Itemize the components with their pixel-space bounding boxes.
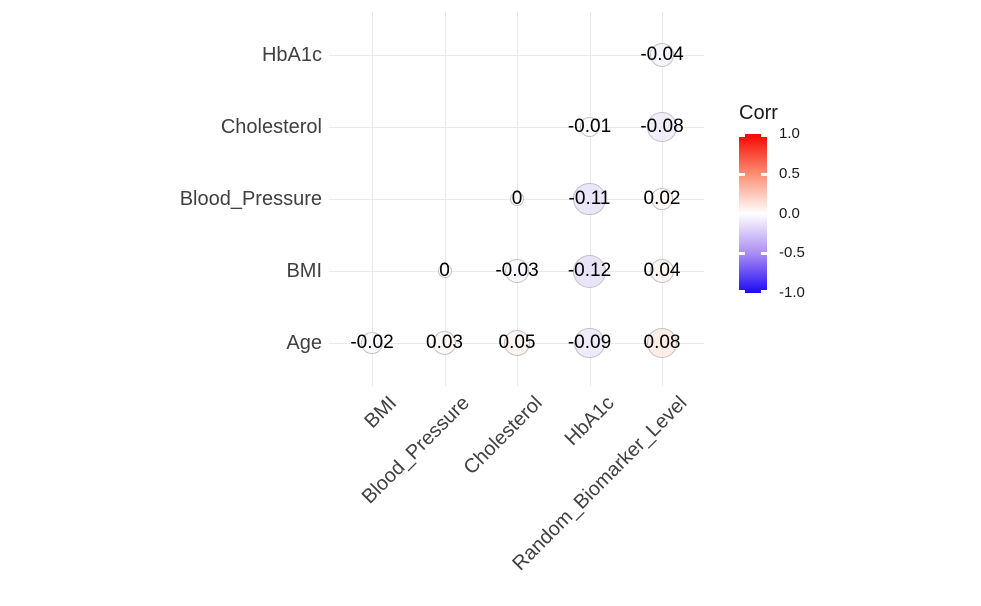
x-axis-label: HbA1c: [561, 392, 620, 451]
corr-circle: [647, 112, 677, 142]
horizontal-gridline: [329, 55, 704, 56]
corr-circle: [651, 188, 673, 210]
corr-circle: [574, 327, 605, 359]
x-axis-label: Cholesterol: [459, 392, 547, 480]
corr-circle: [361, 332, 383, 354]
legend-tick-mark: [739, 290, 745, 293]
legend-tick-mark: [761, 290, 767, 293]
corr-circle: [503, 329, 531, 357]
corr-circle: [649, 258, 675, 284]
corr-circle: [579, 117, 600, 137]
corr-circle: [573, 182, 606, 216]
y-axis-label: Blood_Pressure: [179, 188, 322, 210]
legend-tick-mark: [739, 252, 745, 256]
legend-tick-mark: [761, 252, 767, 256]
corr-circle: [510, 192, 524, 206]
corr-value: -0.12: [567, 260, 612, 281]
corr-value: -0.02: [350, 332, 394, 353]
legend-tick-label: 1.0: [779, 125, 800, 142]
corr-value: -0.01: [567, 116, 612, 137]
legend-tick-label: -0.5: [779, 244, 805, 262]
corr-value: 0: [511, 188, 523, 209]
corr-value: -0.11: [568, 188, 611, 209]
corr-circle: [505, 259, 529, 283]
legend-tick-mark: [761, 134, 767, 137]
corr-circle: [437, 264, 452, 278]
y-axis-label: Age: [286, 332, 322, 354]
corr-value: -0.09: [567, 332, 612, 353]
x-axis-label: BMI: [360, 392, 402, 433]
legend-colorbar: [739, 134, 767, 293]
legend-tick-mark: [739, 134, 745, 137]
legend-tick-label: 0.0: [779, 204, 800, 222]
corr-value: 0.08: [643, 332, 681, 353]
corr-value: 0.03: [426, 332, 463, 353]
y-axis-label: Cholesterol: [220, 116, 322, 138]
corr-value: 0.02: [643, 188, 681, 209]
corr-circle: [647, 328, 677, 358]
corr-value: 0: [439, 260, 450, 281]
legend-title: Corr: [739, 102, 778, 124]
y-axis-label: BMI: [286, 260, 322, 282]
corr-circle: [649, 42, 675, 68]
corr-value: -0.03: [495, 260, 539, 281]
horizontal-gridline: [329, 127, 704, 128]
corr-value: 0.04: [643, 260, 681, 281]
legend-tick-label: 0.5: [779, 164, 800, 182]
corr-value: -0.04: [640, 44, 684, 65]
corr-value: 0.05: [498, 332, 536, 353]
corr-value: -0.08: [640, 116, 684, 137]
corr-circle: [573, 254, 606, 288]
legend-tick-label: -1.0: [779, 284, 805, 301]
legend-tick-mark: [761, 172, 767, 176]
y-axis-label: HbA1c: [261, 44, 322, 66]
legend-tick-mark: [739, 172, 745, 176]
corr-circle: [432, 331, 457, 355]
